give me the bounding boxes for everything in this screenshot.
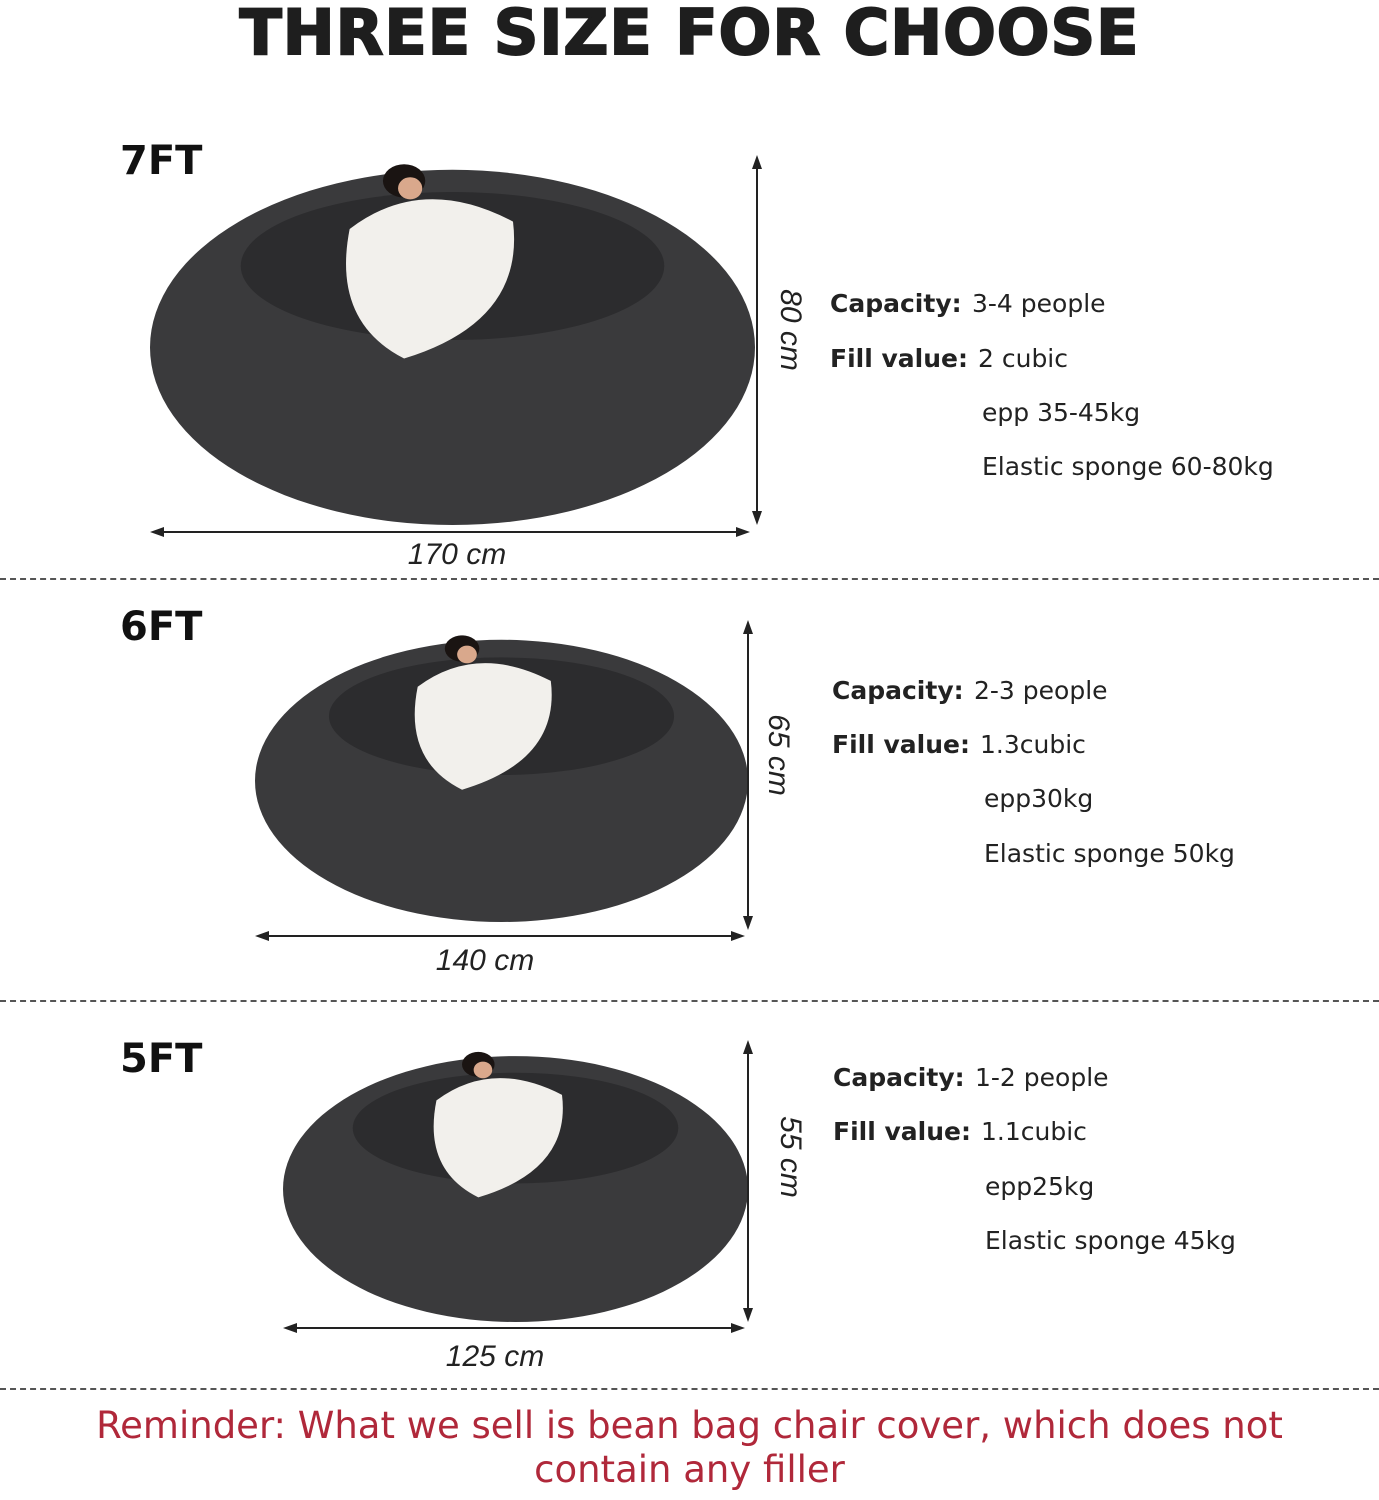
size-label: 5FT: [120, 1036, 203, 1082]
bean-bag-image: [150, 164, 755, 525]
width-label: 125 cm: [445, 1340, 545, 1373]
divider: [0, 1000, 1379, 1002]
blanket: [414, 663, 552, 790]
bean-bag-image: [283, 1051, 748, 1322]
capacity-value: 3-4 people: [972, 289, 1106, 318]
sponge-value: Elastic sponge 45kg: [985, 1226, 1236, 1255]
fill-label: Fill value:: [833, 1117, 971, 1146]
fill-value: 1.1cubic: [981, 1117, 1087, 1146]
fill-value: 2 cubic: [978, 344, 1069, 373]
blanket: [346, 199, 515, 359]
page-title: THREE SIZE FOR CHOOSE: [238, 0, 1140, 70]
epp-value: epp25kg: [985, 1172, 1095, 1201]
height-arrow: [752, 155, 762, 525]
height-label: 80 cm: [774, 289, 807, 371]
size-label: 6FT: [120, 604, 203, 650]
fill-label: Fill value:: [830, 344, 968, 373]
capacity-value: 1-2 people: [975, 1063, 1109, 1092]
fill-label: Fill value:: [832, 730, 970, 759]
width-arrow: [255, 931, 745, 941]
capacity-label: Capacity:: [830, 289, 962, 318]
divider: [0, 578, 1379, 580]
fill-value: 1.3cubic: [980, 730, 1086, 759]
width-label: 170 cm: [407, 538, 507, 571]
person-face: [473, 1061, 493, 1079]
size-label: 7FT: [120, 138, 203, 184]
capacity-label: Capacity:: [832, 676, 964, 705]
height-arrow: [743, 1040, 753, 1322]
height-label: 65 cm: [762, 714, 795, 796]
sponge-value: Elastic sponge 60-80kg: [982, 452, 1274, 481]
person-face: [398, 177, 423, 200]
height-arrow: [743, 620, 753, 930]
person-face: [457, 645, 477, 664]
reminder-text-line2: contain any filler: [534, 1448, 845, 1491]
width-arrow: [150, 527, 750, 537]
height-label: 55 cm: [774, 1116, 807, 1198]
blanket: [433, 1078, 563, 1198]
sponge-value: Elastic sponge 50kg: [984, 839, 1235, 868]
capacity-value: 2-3 people: [974, 676, 1108, 705]
width-arrow: [283, 1323, 745, 1333]
capacity-label: Capacity:: [833, 1063, 965, 1092]
epp-value: epp 35-45kg: [982, 398, 1141, 427]
width-label: 140 cm: [435, 944, 535, 977]
bean-bag-image: [255, 635, 748, 922]
epp-value: epp30kg: [984, 784, 1094, 813]
reminder-text-line1: Reminder: What we sell is bean bag chair…: [96, 1404, 1283, 1447]
divider: [0, 1388, 1379, 1390]
